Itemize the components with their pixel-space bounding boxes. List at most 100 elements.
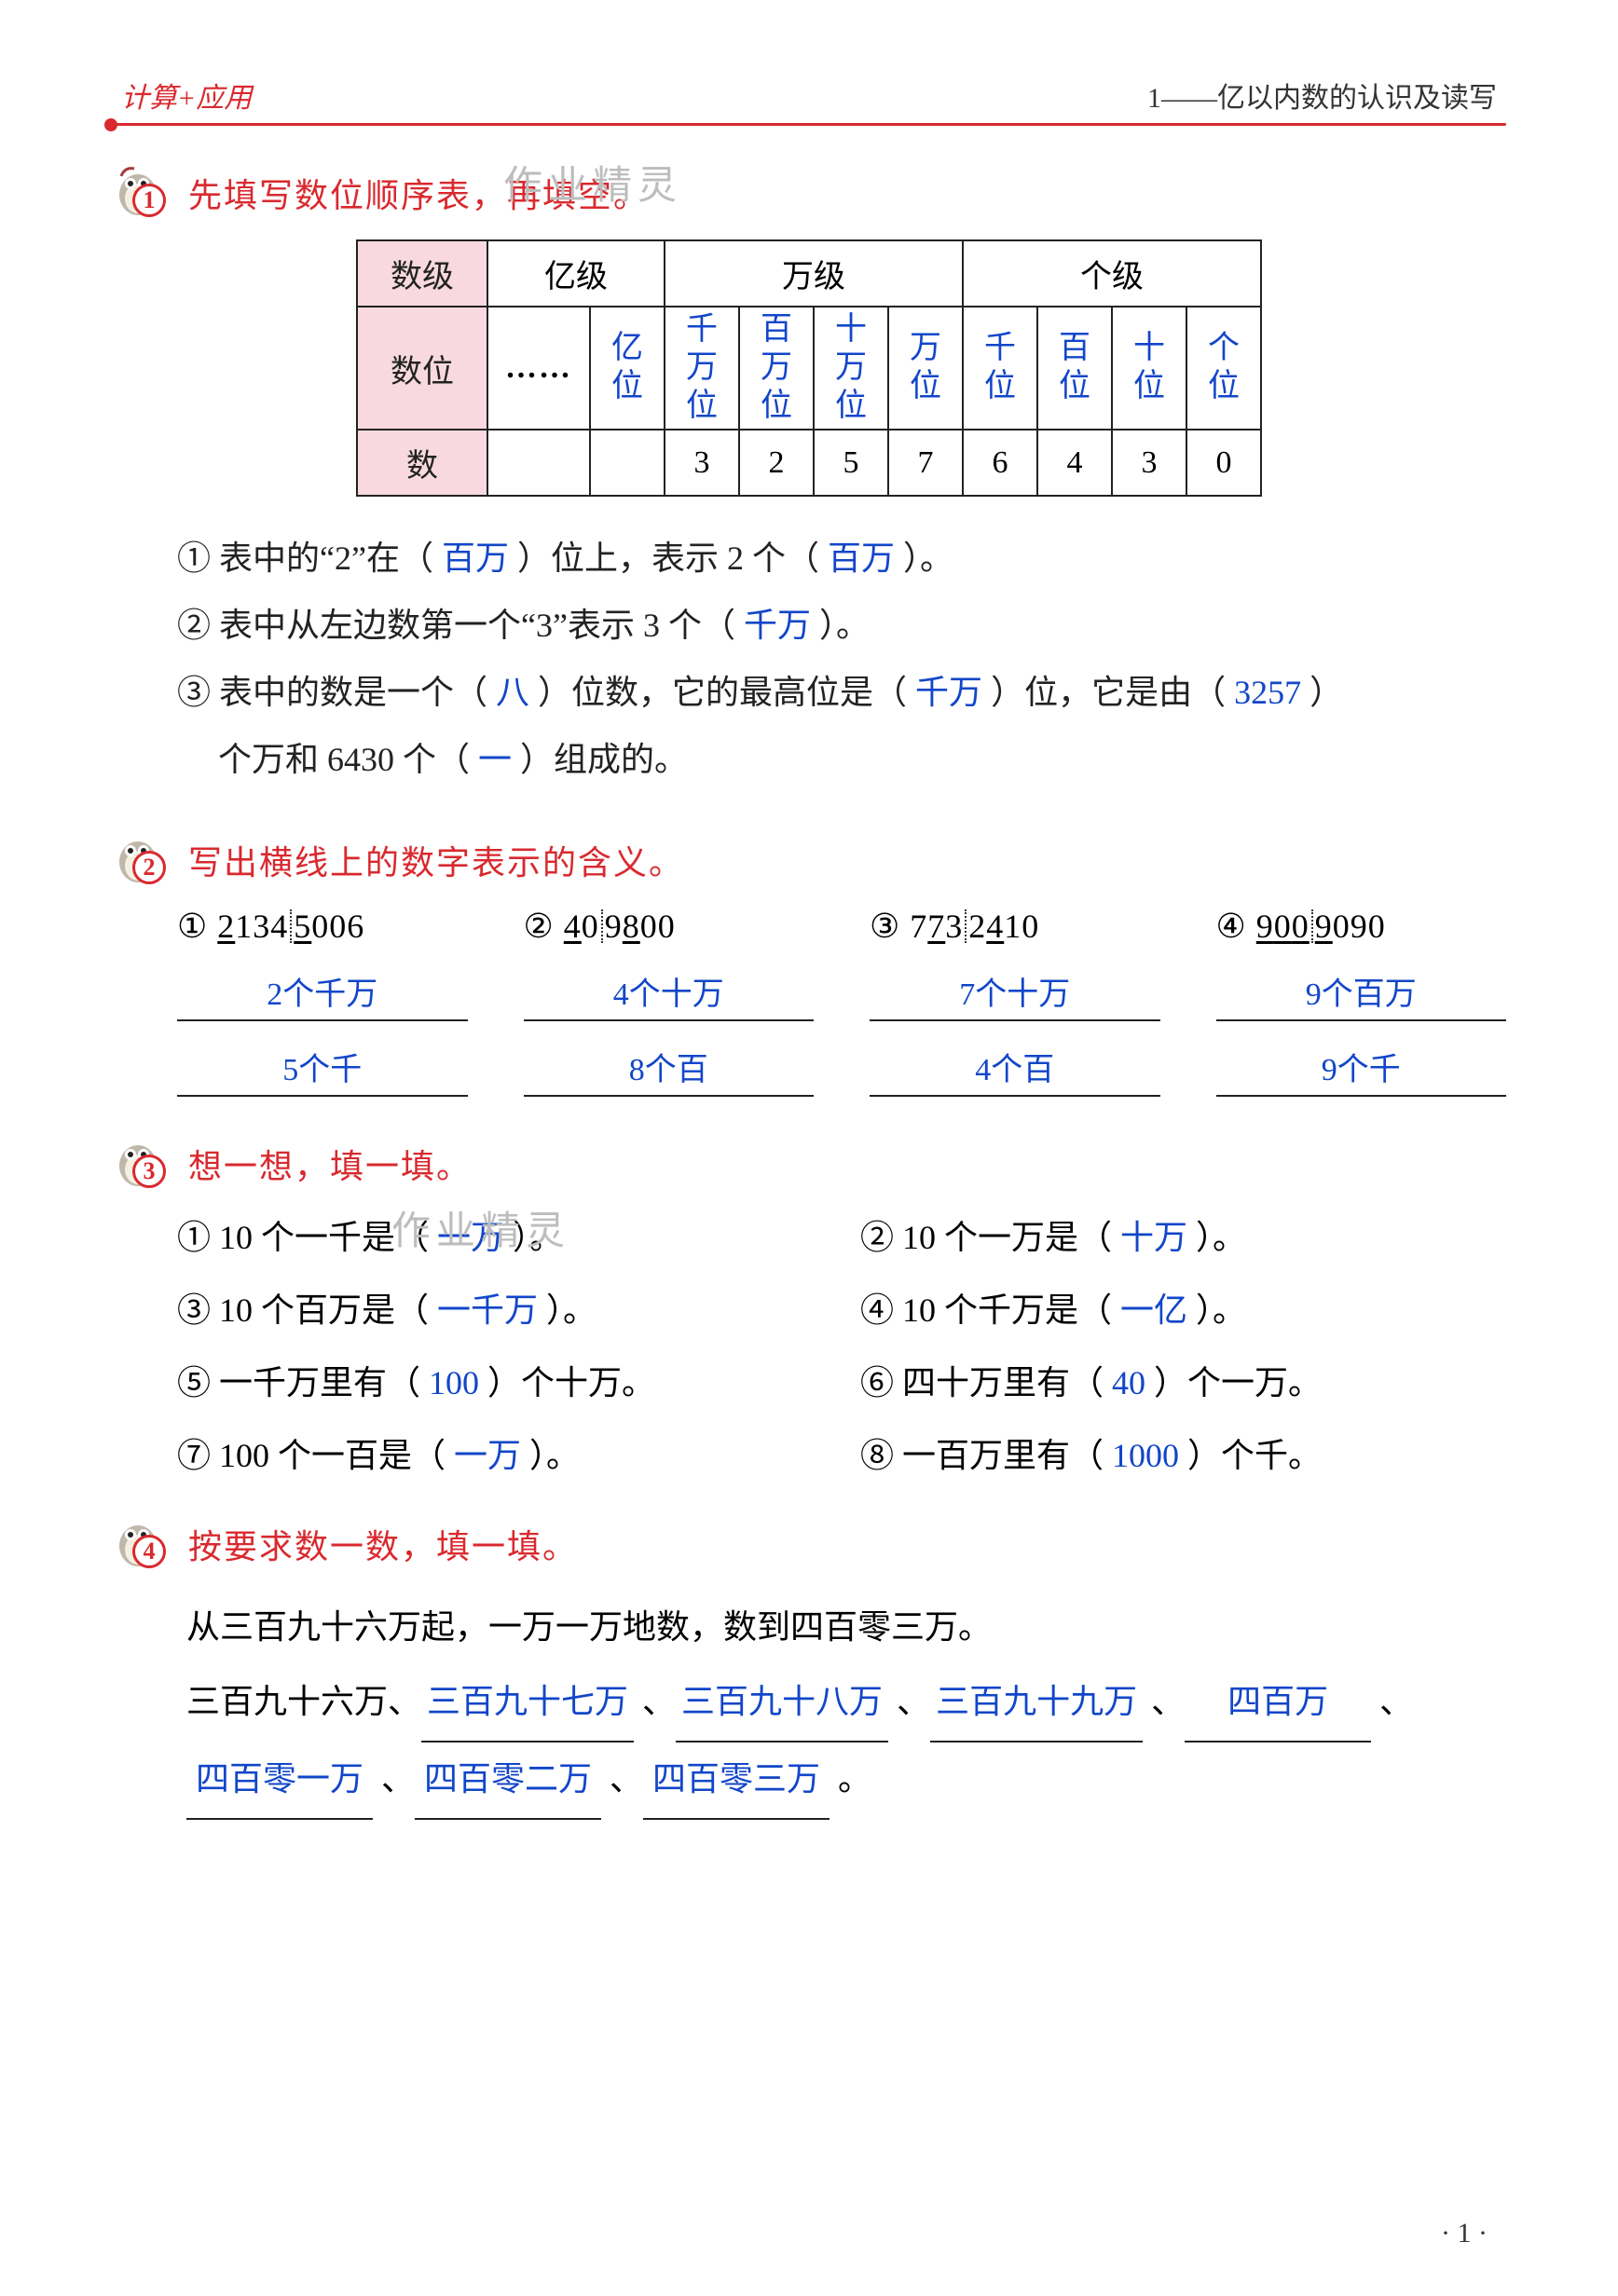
pos-2: 十万位 [814,307,888,430]
q2-answer: 4个十万 [524,968,815,1021]
header-right: 1——亿以内数的认识及读写 [1147,75,1497,116]
s1-l2b: 千万 [744,607,811,644]
val-0: 3 [665,430,739,496]
s1-l3b: 八 [496,674,529,711]
q2-answer: 2个千万 [177,968,468,1021]
s1-l3d: 千万 [915,674,982,711]
s1-l1e: ）。 [903,540,953,577]
pos-6: 十位 [1112,307,1186,430]
s1-l1a: ① 表中的“2”在（ [177,540,433,577]
q4-blank: 三百九十八万 [676,1665,888,1742]
q4-body: 从三百九十六万起，一万一万地数，数到四百零三万。 三百九十六万、三百九十七万 、… [186,1591,1506,1820]
bird-icon: 1 [112,163,171,223]
section-1-head: 1 先填写数位顺序表，再填空。 [112,163,1506,223]
val-6: 3 [1112,430,1186,496]
q3-item: ⑤ 一千万里有（ 100 ）个十万。 [177,1356,823,1404]
val-7: 0 [1186,430,1261,496]
s1-l3c: ）位数，它的最高位是（ [538,674,907,711]
header-left: 计算+应用 [121,75,252,116]
table-dots: …… [487,307,590,430]
q3-item: ⑧ 一百万里有（ 1000 ）个千。 [860,1428,1506,1477]
val-5: 4 [1037,430,1112,496]
s1-l2a: ② 表中从左边数第一个“3”表示 3 个（ [177,607,735,644]
s1-l2c: ）。 [819,607,870,644]
section-4-head: 4 按要求数一数，填一填。 [112,1514,1506,1574]
s1-l3a: ③ 表中的数是一个（ [177,674,487,711]
q3-item: ② 10 个一万是（ 十万 ）。 [860,1210,1506,1259]
s1-l3g: ） [1309,674,1343,711]
table-rowlabel-val: 数 [357,430,487,496]
s1-l4c: ）组成的。 [520,741,688,778]
s1-lines: ① 表中的“2”在（ 百万 ）位上，表示 2 个（ 百万 ）。 ② 表中从左边数… [177,525,1506,793]
section-1-title: 先填写数位顺序表，再填空。 [188,169,649,217]
header-rule [112,123,1506,126]
pos-yi: 亿位 [590,307,665,430]
q3-item: ⑦ 100 个一百是（ 一万 ）。 [177,1428,823,1477]
pos-7: 个位 [1186,307,1261,430]
q3-grid: ① 10 个一千是（ 一万 ）。② 10 个一万是（ 十万 ）。③ 10 个百万… [177,1210,1506,1477]
section-4-title: 按要求数一数，填一填。 [188,1520,578,1568]
q4-blank: 四百万 [1185,1665,1371,1742]
s1-l1c: ）位上，表示 2 个（ [517,540,819,577]
q2-answer: 7个十万 [870,968,1160,1021]
level-ge: 个级 [963,240,1261,307]
q2-ans-row-1: 2个千万 4个十万 7个十万 9个百万 [177,968,1506,1021]
s1-l4a: 个万和 6430 个（ [218,741,470,778]
q2-item: ③ 7732410 [870,907,1160,946]
q4-blank: 四百零一万 [186,1742,373,1820]
section-4: 4 按要求数一数，填一填。 从三百九十六万起，一万一万地数，数到四百零三万。 三… [112,1514,1506,1820]
bird-icon: 3 [112,1134,171,1194]
q3-item: ④ 10 个千万是（ 一亿 ）。 [860,1283,1506,1332]
level-wan: 万级 [665,240,963,307]
q4-blank: 三百九十七万 [421,1665,634,1742]
page-header: 计算+应用 1——亿以内数的认识及读写 [112,75,1506,123]
pos-0: 千万位 [665,307,739,430]
q2-answer: 4个百 [870,1044,1160,1097]
val-1: 2 [739,430,814,496]
bird-icon: 4 [112,1514,171,1574]
s1-l3e: ）位，它是由（ [991,674,1226,711]
q4-sequence: 三百九十六万、三百九十七万 、三百九十八万 、三百九十九万 、四百万 、四百零一… [186,1665,1506,1820]
section-1-number: 1 [132,184,166,217]
s1-l3f: 3257 [1234,674,1301,711]
val-4: 6 [963,430,1037,496]
val-2: 5 [814,430,888,496]
section-2-title: 写出横线上的数字表示的含义。 [188,836,684,884]
q4-blank: 四百零二万 [415,1742,601,1820]
q2-answer: 9个百万 [1216,968,1507,1021]
table-rowlabel-pos: 数位 [357,307,487,430]
section-2-head: 2 写出横线上的数字表示的含义。 [112,830,1506,890]
s1-l1d: 百万 [828,540,895,577]
page-number: · 1 · [1441,2218,1488,2249]
table-rowlabel-level: 数级 [357,240,487,307]
q2-numbers: ① 21345006 ② 409800 ③ 7732410 ④ 9009090 [177,907,1506,946]
q2-item: ④ 9009090 [1216,907,1507,946]
q2-answer: 9个千 [1216,1044,1507,1097]
place-value-table: 数级 亿级 万级 个级 数位 …… 亿位 千万位 百万位 十万位 万位 千位 百… [356,239,1262,497]
s1-l4b: 一 [478,741,512,778]
bird-icon: 2 [112,830,171,890]
section-3: 3 想一想，填一填。 作业精灵 ① 10 个一千是（ 一万 ）。② 10 个一万… [112,1134,1506,1477]
pos-4: 千位 [963,307,1037,430]
q4-intro: 从三百九十六万起，一万一万地数，数到四百零三万。 [186,1591,1506,1664]
section-1: 作业精灵 1 先填写数位顺序表，再填空。 数级 亿级 万级 个级 数位 …… 亿… [112,163,1506,793]
val-dots [487,430,590,496]
q2-answer: 5个千 [177,1044,468,1097]
s1-l1b: 百万 [442,540,509,577]
section-3-head: 3 想一想，填一填。 [112,1134,1506,1194]
section-2: 2 写出横线上的数字表示的含义。 ① 21345006 ② 409800 ③ 773… [112,830,1506,1097]
q2-item: ① 21345006 [177,907,468,946]
pos-5: 百位 [1037,307,1112,430]
val-yi [590,430,665,496]
q3-item: ③ 10 个百万是（ 一千万 ）。 [177,1283,823,1332]
q2-item: ② 409800 [524,907,815,946]
pos-3: 万位 [888,307,963,430]
level-yi: 亿级 [487,240,665,307]
q2-ans-row-2: 5个千 8个百 4个百 9个千 [177,1044,1506,1097]
section-3-title: 想一想，填一填。 [188,1140,472,1188]
q2-answer: 8个百 [524,1044,815,1097]
q3-item: ⑥ 四十万里有（ 40 ）个一万。 [860,1356,1506,1404]
q4-blank: 三百九十九万 [930,1665,1143,1742]
pos-1: 百万位 [739,307,814,430]
val-3: 7 [888,430,963,496]
